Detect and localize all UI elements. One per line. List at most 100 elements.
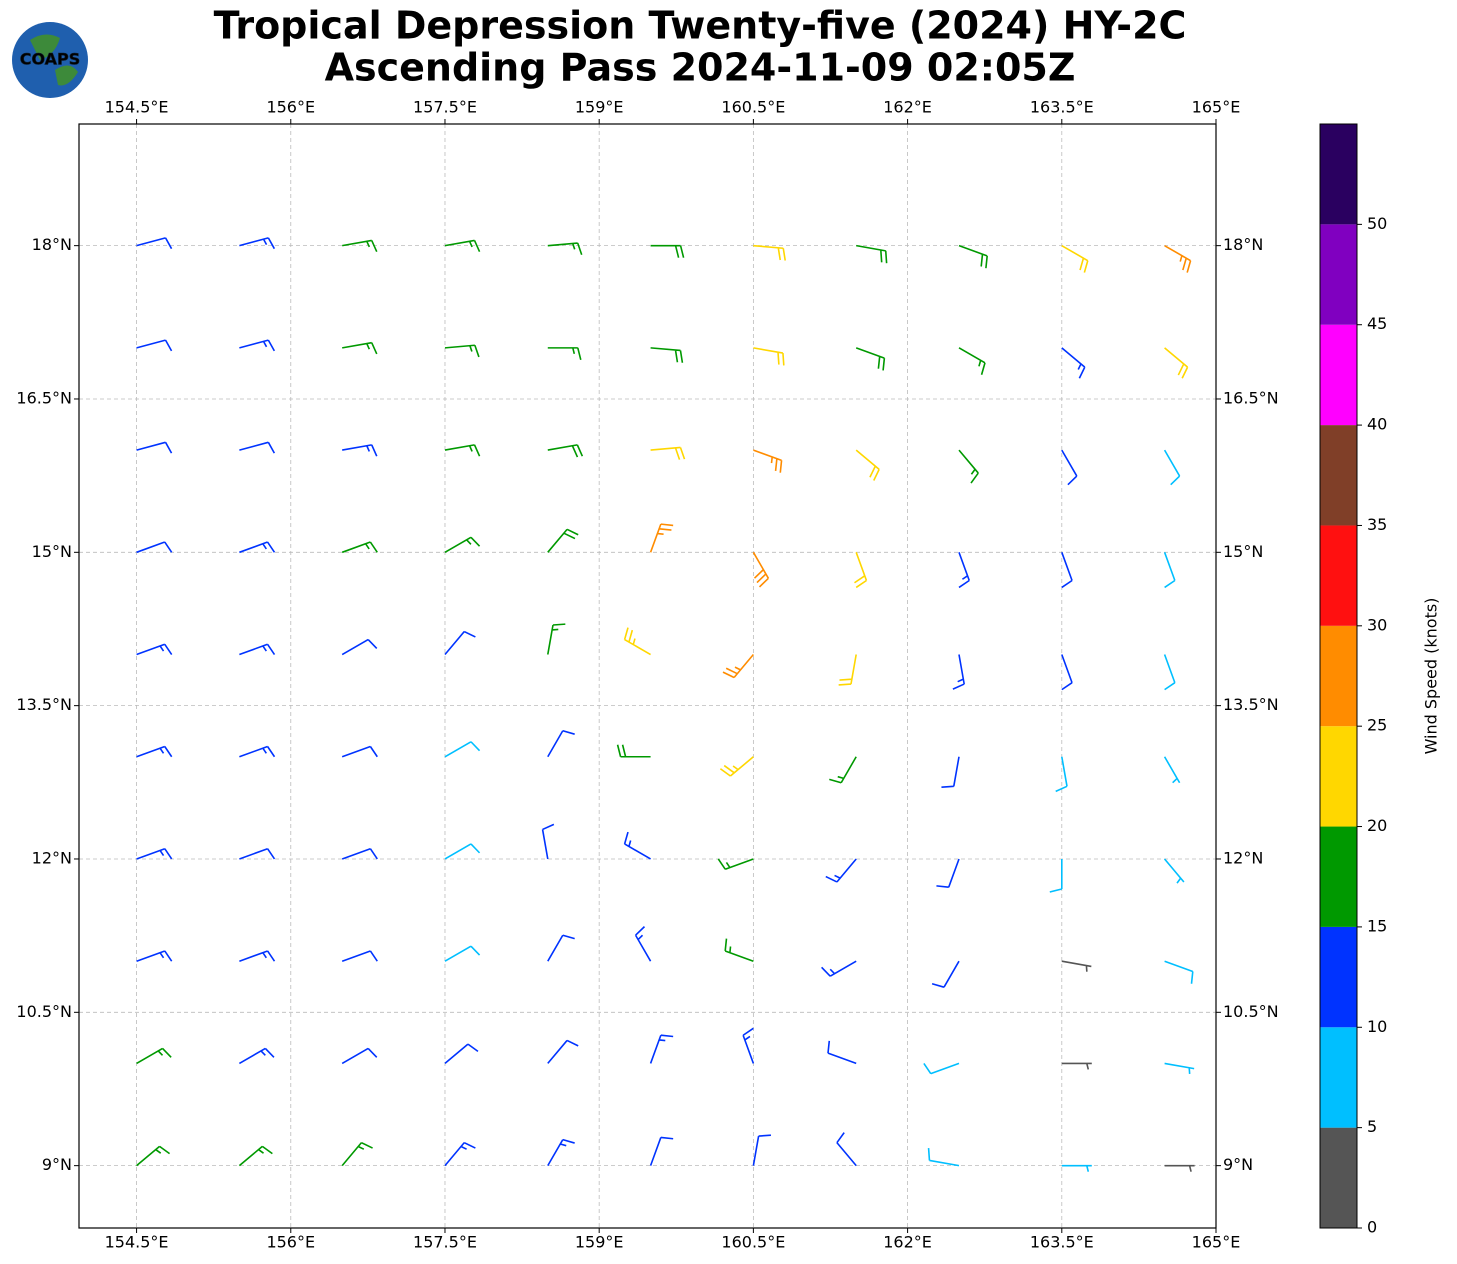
wind-barb — [444, 843, 481, 860]
wind-barb — [1061, 347, 1086, 379]
x-tick-label: 154.5°E — [105, 98, 169, 117]
y-tick-label: 15°N — [1223, 542, 1263, 561]
wind-barb — [958, 244, 988, 269]
wind-barb — [1061, 449, 1078, 486]
wind-barb — [239, 339, 276, 352]
wind-barb — [444, 239, 481, 253]
wind-barb — [753, 449, 783, 473]
colorbar-segment — [1320, 1127, 1357, 1228]
wind-barb — [941, 756, 960, 788]
wind-barb — [136, 1047, 172, 1065]
wind-barb — [821, 960, 857, 977]
colorbar-tick-label: 15 — [1367, 916, 1387, 935]
wind-barb — [238, 1145, 273, 1167]
colorbar-segment — [1320, 425, 1357, 526]
wind-barb — [623, 831, 651, 860]
wind-barb — [1061, 960, 1092, 972]
colorbar-segment — [1320, 726, 1357, 827]
chart-subtitle: Ascending Pass 2024-11-09 02:05Z — [325, 46, 1076, 90]
wind-barb — [856, 244, 888, 264]
y-tick-label: 13.5°N — [16, 695, 72, 714]
wind-barb — [136, 339, 173, 352]
x-tick-label: 156°E — [266, 1233, 315, 1252]
wind-barb — [341, 1141, 373, 1167]
wind-barb — [958, 552, 971, 589]
wind-barb — [827, 1040, 857, 1065]
y-tick-label: 13.5°N — [1223, 695, 1279, 714]
logo-land — [30, 34, 78, 86]
x-tick-label: 165°E — [1192, 98, 1241, 117]
y-tick-label: 9°N — [42, 1155, 72, 1174]
wind-barb — [136, 1145, 171, 1167]
wind-barb — [136, 745, 173, 758]
wind-barb — [753, 244, 787, 261]
colorbar-segment — [1320, 224, 1357, 325]
wind-barb — [136, 643, 173, 656]
logo-text: COAPS — [20, 50, 81, 69]
wind-barb — [936, 858, 960, 888]
wind-barb — [1049, 858, 1063, 893]
y-tick-label: 12°N — [32, 848, 72, 867]
logo: COAPS — [12, 22, 88, 98]
colorbar-tick-label: 45 — [1367, 314, 1387, 333]
x-tick-label: 163.5°E — [1030, 98, 1094, 117]
wind-barb — [342, 341, 378, 355]
wind-barb — [952, 654, 965, 690]
x-tick-label: 165°E — [1192, 1233, 1241, 1252]
wind-barb — [1164, 1062, 1195, 1074]
wind-barb — [753, 347, 785, 366]
colorbar-segment — [1320, 124, 1357, 225]
wind-barb — [616, 744, 651, 758]
wind-barb — [650, 244, 685, 258]
wind-barb — [136, 441, 173, 454]
x-tick-label: 156°E — [266, 98, 315, 117]
colorbar-tick-label: 5 — [1367, 1117, 1377, 1136]
wind-barb — [444, 945, 481, 962]
y-tick-label: 16.5°N — [16, 388, 72, 407]
colorbar-segment — [1320, 525, 1357, 626]
wind-barb — [546, 623, 566, 655]
wind-barb — [239, 847, 276, 860]
wind-barb — [239, 950, 276, 962]
wind-barb — [1061, 1164, 1092, 1172]
wind-barb — [650, 347, 684, 363]
plot-frame — [78, 123, 1217, 1229]
wind-barb — [136, 541, 173, 554]
wind-barb — [444, 1141, 476, 1167]
wind-barb — [724, 938, 754, 962]
wind-barb — [342, 239, 378, 253]
wind-barb — [341, 847, 378, 860]
wind-barb — [649, 1034, 674, 1064]
wind-barb — [719, 756, 754, 777]
colorbar-segment — [1320, 324, 1357, 426]
wind-barb — [1164, 347, 1189, 379]
wind-barb — [836, 1132, 857, 1167]
y-tick-label: 9°N — [1223, 1155, 1253, 1174]
x-tick-label: 160.5°E — [721, 98, 785, 117]
wind-barb — [341, 1047, 378, 1065]
wind-barb — [650, 446, 686, 460]
x-tick-label: 157.5°E — [413, 98, 477, 117]
wind-barb — [547, 934, 575, 962]
wind-barb — [1055, 756, 1068, 793]
wind-barb — [1164, 960, 1194, 984]
wind-barb — [238, 1047, 275, 1065]
wind-barb — [829, 756, 857, 784]
colorbar-frame — [1319, 123, 1358, 1229]
wind-barb — [239, 237, 276, 250]
wind-barb — [444, 1043, 479, 1065]
wind-barb — [444, 630, 476, 656]
y-tick-label: 12°N — [1223, 848, 1263, 867]
x-tick-label: 154.5°E — [105, 1233, 169, 1252]
wind-barb — [854, 552, 868, 589]
wind-barb — [239, 441, 276, 454]
wind-barb — [239, 541, 276, 554]
colorbar-tick-label: 30 — [1367, 615, 1387, 634]
colorbar-segment — [1320, 826, 1357, 927]
wind-barb — [855, 347, 886, 371]
wind-barb — [825, 858, 857, 883]
colorbar-segment — [1320, 625, 1357, 727]
wind-barb — [239, 643, 276, 656]
